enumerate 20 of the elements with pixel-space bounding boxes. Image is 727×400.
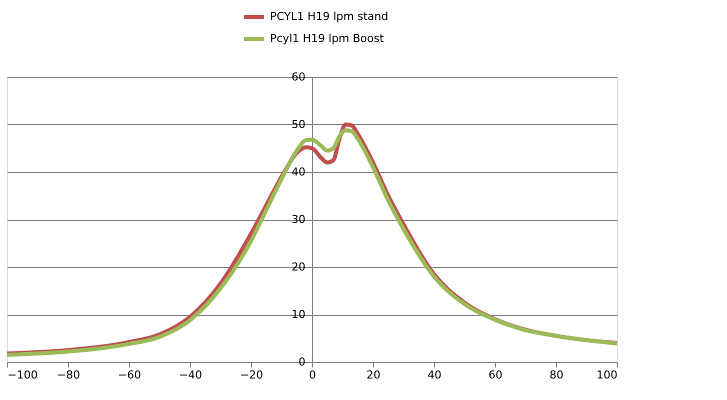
x-tick-label: −80	[56, 368, 80, 382]
y-tick-label: 0	[298, 356, 306, 368]
y-tick-label: 30	[292, 213, 306, 226]
legend-label: PCYL1 H19 lpm stand	[270, 10, 388, 23]
x-tick-label: 100	[596, 368, 618, 382]
x-tick-label: −40	[178, 368, 202, 382]
x-tick-label: 0	[309, 368, 316, 382]
x-tick-label: −100	[8, 368, 38, 382]
y-tick-label: 60	[292, 70, 306, 84]
x-tick-label: 80	[550, 368, 564, 382]
legend-label: Pcyl1 H19 lpm Boost	[270, 32, 384, 45]
y-tick-label: 20	[292, 260, 306, 274]
x-tick-label: −20	[240, 368, 264, 382]
x-tick-label: 60	[488, 368, 502, 382]
y-tick-label: 10	[292, 308, 306, 321]
y-tick-label: 40	[292, 166, 306, 178]
x-tick-label: 20	[366, 368, 380, 382]
x-tick-label: −60	[118, 368, 142, 382]
x-tick-label: 40	[428, 368, 442, 382]
y-tick-label: 50	[292, 118, 306, 131]
